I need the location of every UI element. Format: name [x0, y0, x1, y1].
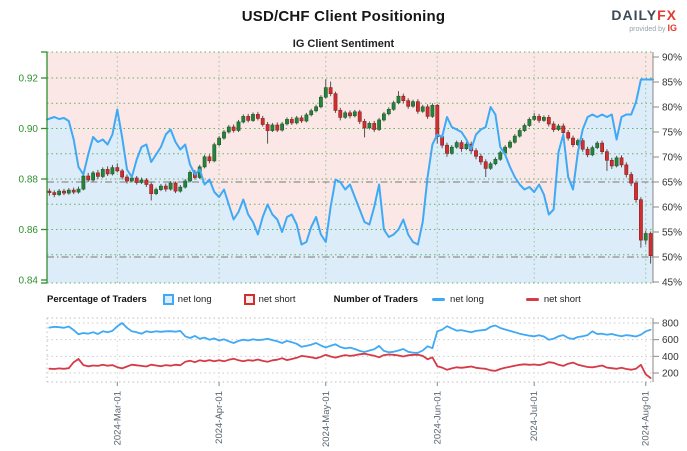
- fill-above-sentiment: [47, 52, 653, 245]
- brand-text-fx: FX: [657, 7, 677, 23]
- svg-text:65%: 65%: [662, 178, 682, 189]
- svg-text:60%: 60%: [662, 203, 682, 214]
- svg-text:2024-Jun-01: 2024-Jun-01: [432, 391, 443, 444]
- svg-text:0.84: 0.84: [19, 276, 39, 287]
- svg-text:0.92: 0.92: [19, 74, 39, 85]
- svg-text:85%: 85%: [662, 78, 682, 89]
- net-long-line-icon: [432, 297, 446, 301]
- provided-by-text: provided by: [629, 25, 666, 33]
- legend-item-num-net-long[interactable]: net long: [432, 294, 484, 305]
- fill-below-sentiment: [47, 79, 653, 283]
- chart-subtitle: IG Client Sentiment: [292, 38, 395, 50]
- svg-text:80%: 80%: [662, 103, 682, 114]
- mini-frame: [46, 317, 653, 386]
- net-short-line-icon: [525, 297, 539, 301]
- dailyfx-logo: DAILYFX provided by IG: [611, 8, 677, 33]
- percent-axis: 45% 50% 55% 60% 65% 70% 75% 80% 85% 90%: [652, 52, 682, 289]
- legend-label-num-net-short: net short: [543, 293, 581, 305]
- main-chart-svg[interactable]: 0.84 0.86 0.88 0.90 0.92 45% 50% 55% 60% 65% 70% 75…: [0, 0, 687, 310]
- svg-text:400: 400: [662, 352, 679, 363]
- svg-text:0.90: 0.90: [19, 124, 39, 135]
- candlestick-series: [47, 79, 653, 264]
- net-long-swatch-icon: [162, 293, 174, 305]
- traders-net-long-line: [48, 322, 652, 354]
- legend-heading-number: Number of Traders: [333, 293, 419, 305]
- legend-heading-percentage: Percentage of Traders: [47, 293, 147, 305]
- legend-item-pct-net-long[interactable]: net long: [162, 293, 212, 305]
- svg-text:50%: 50%: [662, 253, 682, 264]
- traders-net-short-line: [48, 352, 652, 379]
- svg-text:75%: 75%: [662, 128, 682, 139]
- svg-text:2024-May-01: 2024-May-01: [321, 391, 332, 447]
- count-axis: 200 400 600 800: [652, 318, 679, 382]
- svg-text:2024-Apr-01: 2024-Apr-01: [214, 391, 225, 444]
- svg-text:55%: 55%: [662, 228, 682, 239]
- svg-text:800: 800: [662, 319, 679, 330]
- svg-text:45%: 45%: [662, 278, 682, 289]
- legend-label-num-net-long: net long: [450, 293, 484, 305]
- svg-text:70%: 70%: [662, 153, 682, 164]
- date-axis-labels: 2024-Mar-01 2024-Apr-01 2024-May-01 2024-Ju…: [112, 391, 651, 447]
- provided-by-line: provided by IG: [611, 22, 677, 33]
- svg-text:0.86: 0.86: [19, 225, 39, 236]
- ig-logo: IG: [667, 22, 677, 33]
- svg-text:2024-Aug-01: 2024-Aug-01: [641, 391, 652, 446]
- price-axis: 0.84 0.86 0.88 0.90 0.92: [19, 51, 48, 287]
- sentiment-net-long-line: [46, 78, 654, 246]
- svg-text:2024-Mar-01: 2024-Mar-01: [112, 391, 123, 445]
- legend-label-pct-net-short: net short: [258, 293, 296, 305]
- svg-text:2024-Jul-01: 2024-Jul-01: [529, 391, 540, 441]
- dailyfx-wordmark: DAILYFX: [611, 8, 677, 23]
- legend-item-num-net-short[interactable]: net short: [525, 293, 581, 305]
- svg-text:200: 200: [662, 369, 679, 380]
- svg-text:90%: 90%: [662, 53, 682, 64]
- page-title: USD/CHF Client Positioning: [241, 8, 446, 25]
- svg-text:600: 600: [662, 335, 679, 346]
- chart-legend: Percentage of Traders net long net short…: [47, 292, 581, 306]
- net-short-swatch-icon: [243, 293, 255, 305]
- legend-item-pct-net-short[interactable]: net short: [243, 293, 296, 305]
- brand-text-daily: DAILY: [611, 7, 658, 23]
- legend-label-pct-net-long: net long: [177, 293, 212, 305]
- svg-text:0.88: 0.88: [19, 175, 39, 186]
